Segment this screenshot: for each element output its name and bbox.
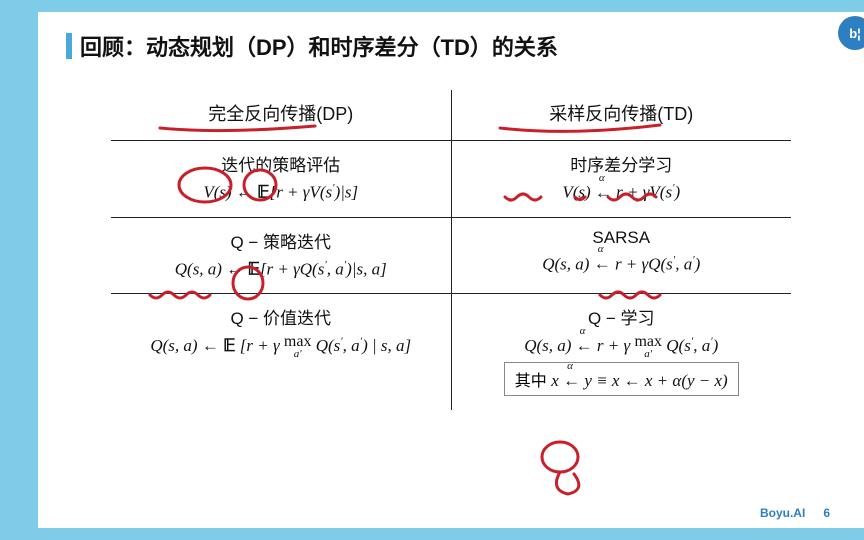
slide-footer: Boyu.AI 6 (760, 506, 830, 520)
r1-right-sub: 时序差分学习 (460, 151, 784, 176)
r3-right-sub: Q − 学习 (460, 304, 784, 329)
cell-r1-left: 迭代的策略评估 V(s) ← 𝔼[r + γV(s′)|s] (111, 141, 451, 218)
notation-box: 其中 x ←α y ≡ x ← x + α(y − x) (504, 362, 739, 396)
cell-r3-left: Q − 价值迭代 Q(s, a) ← 𝔼 [r + γ maxa′ Q(s′, … (111, 294, 451, 410)
slide: b¦ BoyuAI 回顾：动态规划（DP）和时序差分（TD）的关系 完全反向传播… (38, 12, 864, 528)
comparison-table: 完全反向传播(DP) 采样反向传播(TD) 迭代的策略评估 V(s) ← 𝔼[r… (111, 90, 791, 410)
header-left: 完全反向传播(DP) (111, 90, 451, 141)
footer-brand: Boyu.AI (760, 506, 805, 520)
r1-left-formula: V(s) ← 𝔼[r + γV(s′)|s] (119, 182, 443, 203)
cell-r1-right: 时序差分学习 V(s) ←α r + γV(s′) (451, 141, 791, 218)
title-row: 回顾：动态规划（DP）和时序差分（TD）的关系 (66, 30, 836, 62)
r2-left-formula: Q(s, a) ← 𝔼[r + γQ(s′, a′)|s, a] (119, 259, 443, 280)
notation-expr: x ←α y ≡ x ← x + α(y − x) (551, 371, 727, 390)
brand-logo: b¦ (838, 16, 864, 50)
r2-left-sub: Q − 策略迭代 (119, 228, 443, 253)
footer-page: 6 (823, 506, 830, 520)
page-title: 回顾：动态规划（DP）和时序差分（TD）的关系 (80, 30, 558, 62)
r1-left-sub: 迭代的策略评估 (119, 151, 443, 176)
r2-right-sub: SARSA (460, 228, 784, 248)
title-accent-bar (66, 33, 72, 59)
r3-left-formula: Q(s, a) ← 𝔼 [r + γ maxa′ Q(s′, a′) | s, … (119, 335, 443, 359)
r1-right-formula: V(s) ←α r + γV(s′) (460, 182, 784, 203)
r2-right-formula: Q(s, a) ←α r + γQ(s′, a′) (460, 254, 784, 275)
r3-left-sub: Q − 价值迭代 (119, 304, 443, 329)
notation-label: 其中 (515, 373, 547, 390)
cell-r3-right: Q − 学习 Q(s, a) ←α r + γ maxa′ Q(s′, a′) … (451, 294, 791, 410)
header-right: 采样反向传播(TD) (451, 90, 791, 141)
cell-r2-right: SARSA Q(s, a) ←α r + γQ(s′, a′) (451, 217, 791, 294)
cell-r2-left: Q − 策略迭代 Q(s, a) ← 𝔼[r + γQ(s′, a′)|s, a… (111, 217, 451, 294)
r3-right-formula: Q(s, a) ←α r + γ maxa′ Q(s′, a′) (460, 335, 784, 359)
